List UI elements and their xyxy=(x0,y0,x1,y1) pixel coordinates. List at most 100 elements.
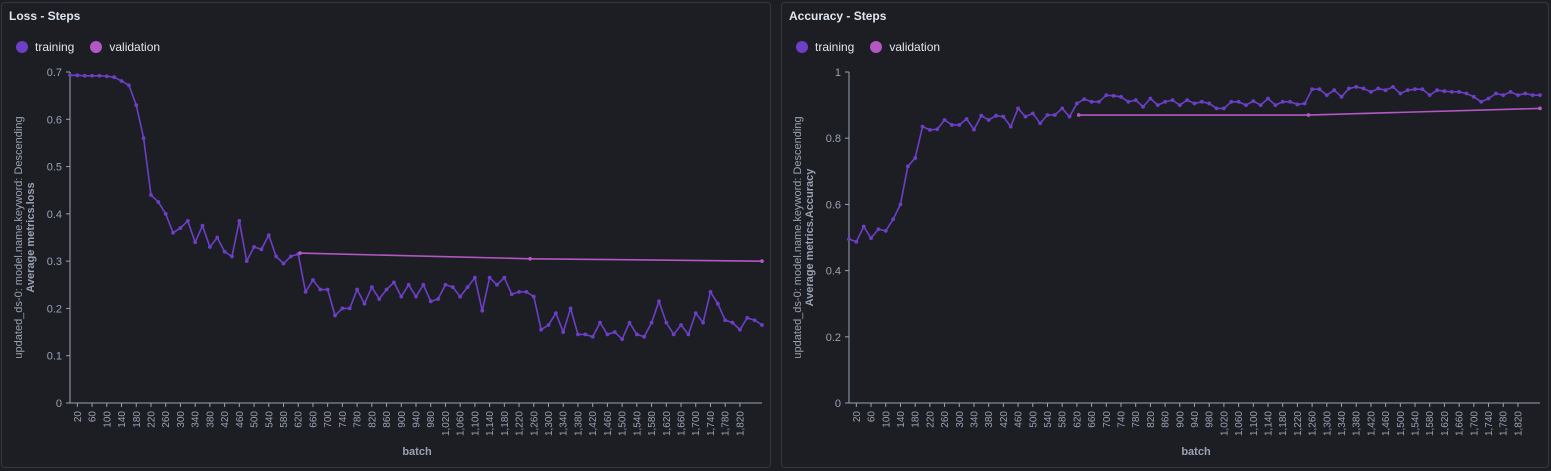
x-tick-label: 340 xyxy=(191,411,202,428)
x-tick-label: 1,820 xyxy=(1513,411,1524,436)
training-data-point xyxy=(1501,93,1506,98)
training-data-point xyxy=(657,299,661,304)
x-tick-label: 540 xyxy=(264,411,275,428)
training-data-point xyxy=(266,233,271,238)
x-tick-label: 260 xyxy=(161,411,172,428)
training-data-point xyxy=(927,128,932,132)
training-data-point xyxy=(1530,93,1535,98)
x-tick-label: 1,140 xyxy=(1264,411,1275,436)
training-data-point xyxy=(531,294,536,299)
training-data-point xyxy=(1177,103,1182,107)
training-series-line xyxy=(848,86,1540,243)
training-data-point xyxy=(472,275,477,280)
training-data-point xyxy=(1251,99,1256,104)
training-swatch-icon xyxy=(16,41,28,53)
y-tick-label: 0.4 xyxy=(826,266,841,278)
training-data-point xyxy=(1111,93,1116,98)
x-tick-label: 180 xyxy=(132,411,143,428)
training-data-point xyxy=(1493,91,1498,96)
training-data-point xyxy=(671,332,676,337)
training-data-point xyxy=(730,320,735,325)
training-data-point xyxy=(1516,93,1520,98)
training-data-point xyxy=(590,334,595,339)
legend-item-training[interactable]: training xyxy=(796,40,854,54)
x-tick-label: 500 xyxy=(250,411,261,428)
training-data-point xyxy=(436,297,440,301)
training-data-point xyxy=(384,287,389,292)
legend-item-training[interactable]: training xyxy=(16,40,74,54)
training-data-point xyxy=(1141,104,1145,109)
training-data-point xyxy=(347,306,352,311)
x-tick-label: 660 xyxy=(1087,411,1098,428)
legend-item-validation[interactable]: validation xyxy=(90,40,160,54)
training-data-point xyxy=(972,127,976,132)
training-data-point xyxy=(406,282,411,287)
training-data-point xyxy=(1369,89,1373,94)
training-data-point xyxy=(649,320,654,325)
x-tick-label: 900 xyxy=(1175,411,1186,428)
training-data-point xyxy=(487,275,492,280)
validation-swatch-icon xyxy=(870,41,883,53)
training-data-point xyxy=(1413,87,1417,92)
validation-data-point xyxy=(528,256,533,261)
training-data-point xyxy=(1508,89,1513,94)
x-tick-label: 780 xyxy=(1131,411,1142,428)
training-data-point xyxy=(708,289,713,294)
x-tick-label: 780 xyxy=(353,411,364,428)
x-tick-label: 1,020 xyxy=(441,411,452,436)
training-data-point xyxy=(1133,98,1138,103)
training-data-point xyxy=(1119,94,1123,99)
training-data-point xyxy=(1427,93,1432,98)
x-tick-label: 540 xyxy=(1043,411,1054,428)
x-tick-label: 900 xyxy=(397,411,408,428)
training-data-point xyxy=(1244,103,1248,107)
training-data-point xyxy=(1199,99,1204,104)
accuracy-chart-panel: Accuracy - Steps training validation 0 0.… xyxy=(781,2,1549,468)
training-data-point xyxy=(1023,114,1028,119)
x-tick-label: 180 xyxy=(911,411,922,428)
y-tick-label: 0.3 xyxy=(47,256,62,268)
training-data-point xyxy=(561,330,566,334)
training-data-point xyxy=(664,320,669,325)
training-data-point xyxy=(957,123,962,127)
legend-item-validation[interactable]: validation xyxy=(870,40,940,54)
training-data-point xyxy=(612,330,617,334)
validation-data-point xyxy=(760,259,764,264)
x-tick-label: 1,460 xyxy=(1381,411,1392,436)
training-data-point xyxy=(259,247,264,252)
training-data-point xyxy=(1449,89,1454,94)
training-data-point xyxy=(509,292,514,297)
x-tick-label: 380 xyxy=(205,411,216,428)
training-data-point xyxy=(1008,124,1013,129)
training-data-point xyxy=(539,327,544,332)
validation-data-point xyxy=(1306,113,1311,117)
training-data-point xyxy=(1030,111,1035,116)
training-data-point xyxy=(355,287,360,292)
x-tick-label: 20 xyxy=(852,411,863,423)
accuracy-chart-plot[interactable]: 0 0.2 0.4 0.6 0.8 1 20 60 100 140 180 220 260 300 340 3… xyxy=(782,3,1550,469)
loss-chart-plot[interactable]: 0 0.1 0.2 0.3 0.4 0.5 0.6 0.7 20 60 100 140 180 220 26… xyxy=(2,3,772,469)
training-data-point xyxy=(392,280,396,285)
y-tick-label: 0.2 xyxy=(47,303,62,315)
x-tick-label: 60 xyxy=(867,411,878,423)
training-data-point xyxy=(979,113,984,118)
training-data-point xyxy=(465,285,470,290)
training-data-point xyxy=(964,117,969,121)
training-data-point xyxy=(1016,106,1020,111)
x-tick-label: 1,500 xyxy=(1396,411,1407,436)
x-tick-label: 1,180 xyxy=(500,411,511,436)
training-data-point xyxy=(480,308,485,313)
x-tick-label: 140 xyxy=(117,411,128,428)
training-data-point xyxy=(1420,87,1425,92)
training-data-point xyxy=(1104,93,1109,98)
training-data-point xyxy=(237,219,242,223)
x-tick-label: 620 xyxy=(1072,411,1083,428)
x-tick-label: 1,180 xyxy=(1278,411,1289,436)
training-data-point xyxy=(119,79,124,83)
x-tick-label: 1,460 xyxy=(603,411,614,436)
training-data-point xyxy=(200,223,205,228)
x-tick-label: 1,500 xyxy=(618,411,629,436)
training-data-point xyxy=(443,282,448,287)
training-data-point xyxy=(1273,103,1278,107)
training-data-point xyxy=(1332,88,1337,93)
